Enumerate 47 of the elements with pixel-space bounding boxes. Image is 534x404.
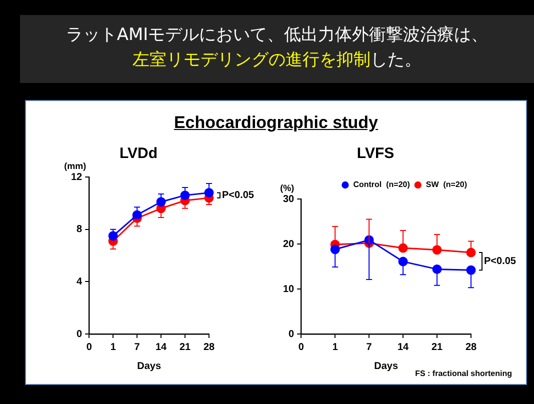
y-tick-label: 0 [288, 328, 295, 340]
point [156, 197, 166, 207]
x-tick-label: 7 [366, 342, 372, 353]
point [108, 231, 118, 241]
point [466, 265, 476, 275]
annotation: P<0.05 [484, 256, 516, 267]
text: Echocardiographic study [172, 113, 380, 133]
x-tick-label: 14 [155, 342, 168, 353]
x-tick-label: 7 [134, 342, 140, 353]
legend-label: SW (n=20) [426, 180, 468, 190]
text: FS : fractional shortening [415, 369, 512, 378]
x-tick-label: 21 [431, 342, 444, 353]
chart-title: LVFS [356, 145, 394, 162]
point [432, 264, 442, 274]
point [180, 190, 190, 200]
point [466, 248, 476, 258]
point [398, 256, 408, 266]
annotation: P<0.05 [222, 190, 254, 202]
x-tick-label: 0 [298, 342, 304, 353]
x-axis-title: Days [137, 360, 162, 372]
x-axis-title: Days [374, 360, 398, 372]
x-tick-label: 28 [203, 342, 215, 353]
point [132, 210, 142, 220]
y-tick-label: 12 [71, 172, 83, 183]
text: した。 [370, 50, 422, 70]
y-tick-label: 20 [283, 238, 295, 250]
point [432, 245, 442, 255]
point [204, 188, 214, 198]
y-tick-label: 30 [283, 194, 295, 205]
chart-title: LVDd [119, 145, 158, 162]
text: 左室リモデリングの進行を抑制 [132, 50, 370, 70]
y-tick-label: 0 [76, 328, 83, 340]
x-tick-label: 1 [332, 342, 338, 353]
legend-label: Control (n=20) [353, 180, 410, 190]
point [330, 244, 340, 254]
y-tick-label: 4 [76, 276, 83, 288]
point [398, 243, 408, 253]
x-tick-label: 21 [179, 342, 192, 353]
x-tick-label: 28 [465, 342, 477, 353]
x-tick-label: 0 [86, 342, 92, 353]
y-axis-title: (mm) [64, 160, 86, 171]
y-axis-title: (%) [280, 182, 294, 193]
x-tick-label: 1 [110, 342, 116, 353]
y-tick-label: 8 [76, 224, 83, 236]
y-tick-label: 10 [283, 284, 295, 295]
x-tick-label: 14 [397, 342, 410, 353]
text: ラットAMIモデルにおいて、低出力体外衝撃波治療は、 [64, 24, 490, 47]
